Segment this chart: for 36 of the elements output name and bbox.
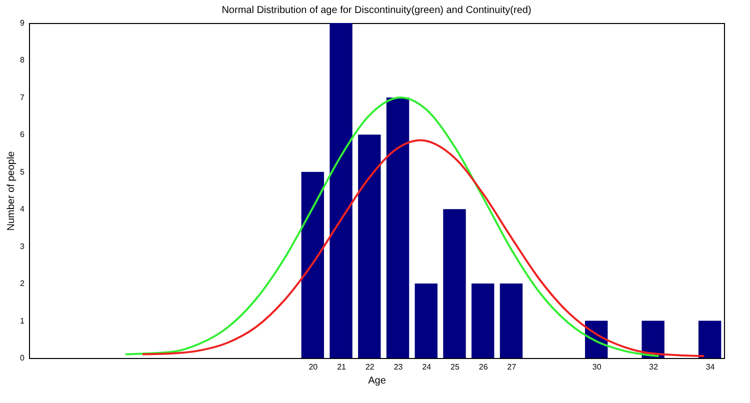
y-tick-label: 9 <box>20 18 26 28</box>
x-tick-label: 26 <box>478 362 488 372</box>
bar <box>358 134 381 358</box>
y-tick-label: 6 <box>20 130 26 140</box>
y-tick-label: 5 <box>20 167 26 176</box>
y-tick-label: 0 <box>20 354 26 362</box>
bar <box>330 23 352 358</box>
y-tick-label: 1 <box>20 316 26 326</box>
chart-title: Normal Distribution of age for Discontinuity(green) and Continuity(red) <box>222 5 532 16</box>
y-tick-label: 4 <box>20 204 26 214</box>
y-tick-label: 3 <box>20 242 26 251</box>
x-tick-label: 30 <box>592 362 602 372</box>
bar <box>642 320 664 358</box>
line-series <box>141 139 706 358</box>
x-tick-label: 23 <box>394 362 404 372</box>
x-tick-label: 27 <box>507 362 517 372</box>
y-tick-label: 2 <box>20 279 26 288</box>
bar <box>386 97 410 358</box>
y-axis-title: Number of people <box>6 150 18 231</box>
y-tick-label: 7 <box>20 92 26 102</box>
y-tick-label: 8 <box>20 56 26 65</box>
line-series <box>124 96 660 358</box>
bar <box>472 284 494 358</box>
x-tick-label: 22 <box>365 362 375 372</box>
bar <box>500 284 523 358</box>
bar <box>443 209 466 358</box>
x-tick-label: 20 <box>308 362 318 372</box>
x-tick-label: 25 <box>450 362 460 372</box>
x-tick-label: 21 <box>337 362 347 372</box>
bar <box>301 172 324 358</box>
x-axis-title: Age <box>368 376 386 386</box>
x-tick-label: 32 <box>649 362 659 372</box>
x-tick-label: 24 <box>422 362 432 372</box>
x-tick-label: 34 <box>706 362 716 372</box>
bar <box>698 320 722 358</box>
bar <box>414 284 438 358</box>
